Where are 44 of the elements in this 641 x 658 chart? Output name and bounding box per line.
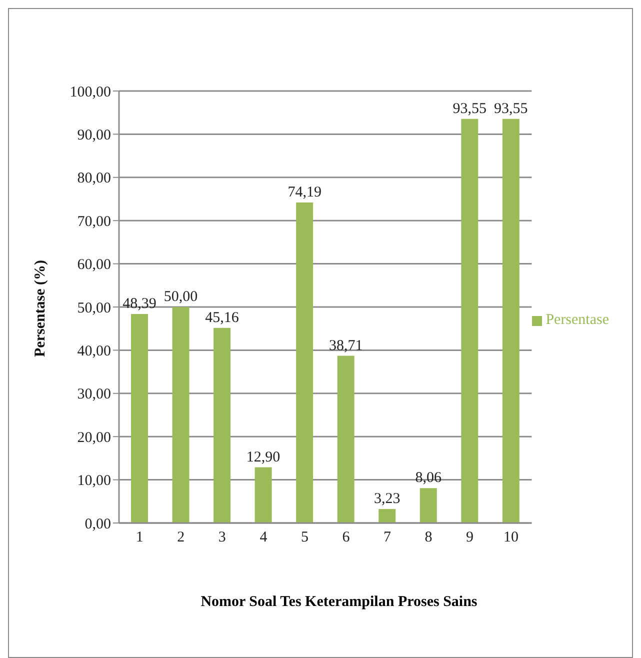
bar	[214, 328, 231, 523]
x-tick-label: 10	[504, 530, 519, 546]
x-tick-label: 7	[383, 530, 392, 546]
x-tick-label: 3	[218, 530, 226, 546]
bar	[420, 488, 437, 523]
bar	[378, 509, 396, 523]
x-tick-label: 9	[466, 530, 474, 546]
y-tick-label: 0,00	[84, 516, 111, 532]
y-tick-label: 20,00	[77, 430, 111, 446]
y-tick-label: 80,00	[77, 170, 111, 187]
y-tick-label: 40,00	[77, 344, 111, 360]
data-label: 74,19	[288, 184, 322, 200]
y-axis-title: Persentase (%)	[32, 260, 48, 357]
data-label: 48,39	[122, 296, 156, 312]
x-tick-label: 5	[300, 530, 308, 546]
data-label: 3,23	[374, 491, 400, 508]
y-tick-label: 90,00	[77, 128, 111, 144]
y-tick-label: 50,00	[77, 300, 111, 316]
bar	[461, 118, 478, 523]
y-tick-label: 10,00	[77, 473, 111, 490]
data-label: 38,71	[328, 338, 363, 354]
data-label: 8,06	[415, 470, 442, 486]
y-tick-label: 100,00	[70, 84, 111, 100]
legend-label: Persentase	[546, 312, 609, 328]
x-tick-label: 4	[260, 530, 268, 546]
bar	[337, 356, 354, 523]
x-tick-label: 6	[342, 530, 350, 546]
data-label: 93,55	[452, 100, 487, 117]
bar	[254, 467, 272, 523]
data-label: 93,55	[494, 100, 528, 117]
data-label: 45,16	[205, 310, 240, 326]
data-label: 50,00	[164, 289, 198, 305]
x-axis-title: Nomor Soal Tes Keterampilan Proses Sains	[200, 594, 478, 611]
bar	[502, 118, 520, 523]
data-label: 12,90	[246, 449, 280, 466]
x-tick-label: 2	[177, 530, 185, 546]
bar	[296, 202, 314, 523]
y-tick-label: 70,00	[77, 214, 111, 230]
y-tick-label: 30,00	[77, 386, 111, 403]
bar	[131, 314, 148, 523]
x-tick-label: 8	[424, 530, 432, 546]
bar	[172, 307, 190, 523]
x-tick-label: 1	[136, 530, 144, 546]
y-tick-label: 60,00	[77, 257, 111, 274]
